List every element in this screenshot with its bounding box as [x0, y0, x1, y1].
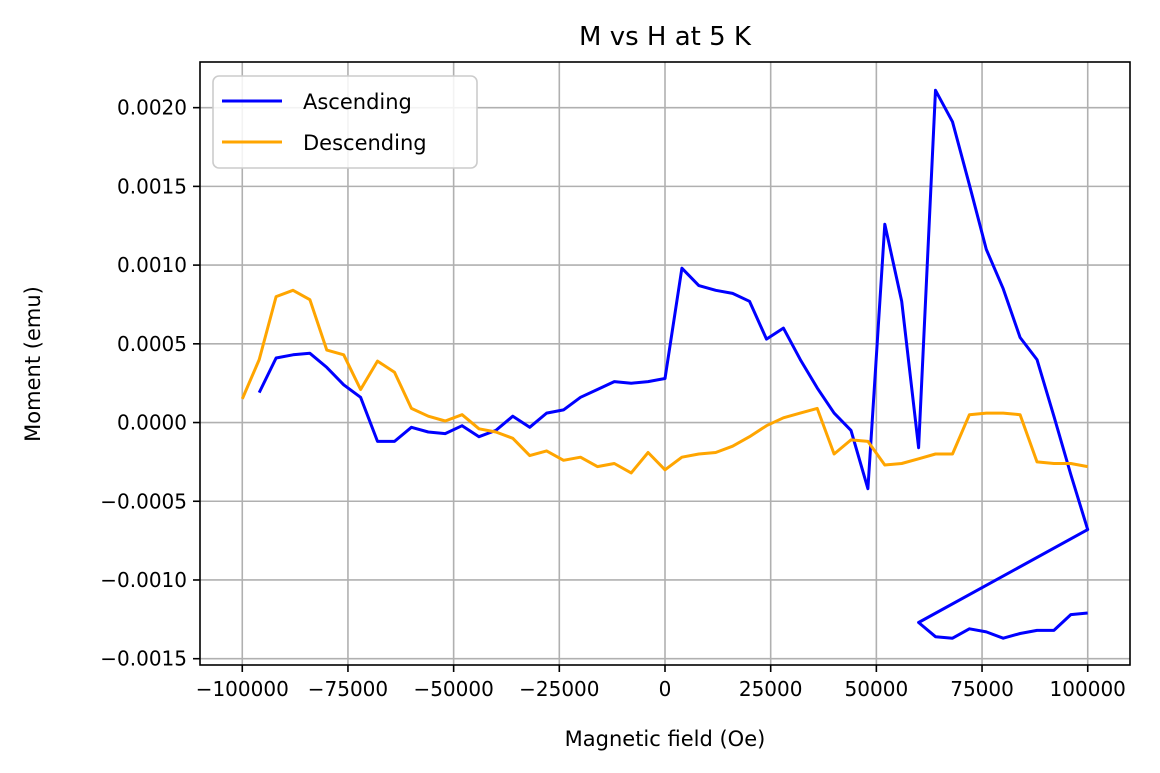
y-tick-label: −0.0005: [100, 489, 187, 513]
y-tick-label: 0.0010: [117, 253, 187, 277]
y-tick-label: 0.0015: [117, 174, 187, 198]
axis-ticks: −100000 −75000 −50000 −25000 0 25000 50000 7500…: [100, 96, 1126, 701]
x-tick-label: −25000: [519, 677, 599, 701]
legend-box: [212, 75, 478, 169]
series-line-descending: [240, 288, 1088, 475]
legend-label-ascending: Ascending: [303, 90, 412, 114]
y-tick-label: 0.0005: [117, 332, 187, 356]
x-tick-label: 0: [659, 677, 672, 701]
x-tick-label: −100000: [196, 677, 289, 701]
y-tick-label: −0.0015: [100, 647, 187, 671]
x-tick-label: −75000: [308, 677, 388, 701]
x-tick-label: 25000: [739, 677, 803, 701]
y-axis-label: Moment (emu): [21, 286, 45, 442]
y-tick-label: 0.0000: [117, 411, 187, 435]
legend-label-descending: Descending: [303, 131, 427, 155]
x-tick-label: 75000: [950, 677, 1014, 701]
y-tick-label: 0.0020: [117, 96, 187, 120]
series-lines: [240, 88, 1090, 640]
x-axis-label: Magnetic field (Oe): [565, 727, 766, 751]
y-tick-label: −0.0010: [100, 568, 187, 592]
legend: Ascending Descending: [212, 75, 478, 169]
grid-lines: [200, 62, 1130, 665]
chart-title: M vs H at 5 K: [579, 22, 752, 52]
x-tick-label: −50000: [413, 677, 493, 701]
series-line-ascending: [257, 88, 1090, 640]
x-tick-label: 50000: [845, 677, 909, 701]
x-tick-label: 100000: [1050, 677, 1126, 701]
